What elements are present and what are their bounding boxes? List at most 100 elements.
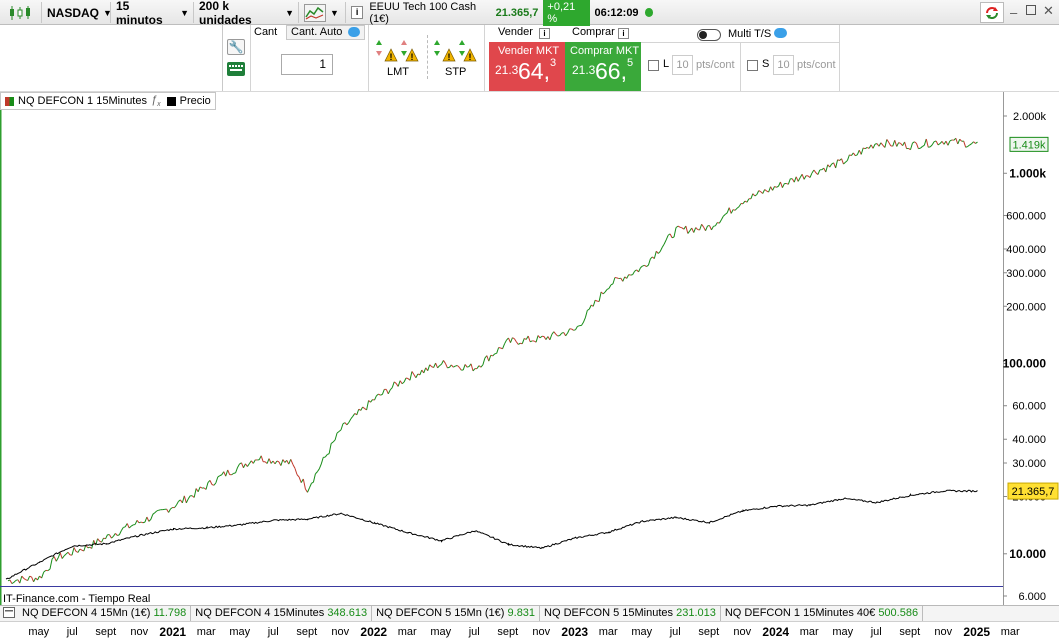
info-icon[interactable]: i xyxy=(351,6,364,19)
x-axis[interactable]: may jul sept nov 2021 mar may jul sept nov 2022 mar… xyxy=(0,623,1059,641)
equity-segment xyxy=(37,575,40,581)
equity-segment xyxy=(276,460,280,463)
info-icon[interactable]: i xyxy=(618,28,629,39)
equity-segment xyxy=(856,150,860,156)
equity-segment xyxy=(878,142,882,147)
wrench-icon[interactable]: 🔧 xyxy=(227,39,245,55)
equity-segment xyxy=(59,552,63,559)
equity-chart[interactable]: 2.000k 1.000k 600.000 400.000 300.000 200.000… xyxy=(0,92,1059,605)
stop-s-label: S xyxy=(762,58,770,70)
legend-series1-label[interactable]: NQ DEFCON 1 15Minutes xyxy=(18,95,147,107)
equity-segment xyxy=(252,459,256,464)
indicator-item[interactable]: NQ DEFCON 5 15Minutes 231.013 xyxy=(540,606,721,621)
indicator-label: NQ DEFCON 4 15Mn (1€) xyxy=(22,607,151,619)
instrument-selector[interactable]: NASDAQ ▼ xyxy=(43,2,112,23)
indicator-value: 500.586 xyxy=(878,607,919,619)
equity-segment xyxy=(29,575,32,578)
equity-segment xyxy=(973,141,976,144)
equity-segment xyxy=(817,169,821,175)
tab-cant[interactable]: Cant xyxy=(254,26,278,38)
y-tick-label: 200.000 xyxy=(1006,301,1046,313)
stop-order-icon[interactable]: ! ! xyxy=(431,39,477,63)
equity-segment xyxy=(405,377,409,380)
equity-segment xyxy=(225,469,229,477)
x-tick-label: mar xyxy=(1000,626,1020,638)
equity-segment xyxy=(610,283,614,286)
equity-segment xyxy=(563,332,567,337)
equity-segment xyxy=(524,338,527,340)
maximize-icon[interactable] xyxy=(1026,5,1036,15)
timeframe-selector[interactable]: 15 minutos ▼ xyxy=(112,0,194,27)
close-icon[interactable]: ✕ xyxy=(1043,3,1054,18)
equity-segment xyxy=(258,455,262,460)
equity-segment xyxy=(71,547,75,556)
equity-segment xyxy=(248,460,252,464)
equity-segment xyxy=(971,141,974,145)
equity-segment xyxy=(711,226,714,231)
equity-segment xyxy=(199,486,203,489)
indicator-label: NQ DEFCON 4 15Minutes xyxy=(195,607,325,619)
equity-segment xyxy=(850,152,854,156)
equity-segment xyxy=(109,534,112,539)
minimize-icon[interactable]: – xyxy=(1010,5,1018,20)
keyboard-icon[interactable] xyxy=(227,62,245,76)
panel-toggle-icon[interactable] xyxy=(0,606,18,621)
equity-segment xyxy=(734,207,738,211)
equity-segment xyxy=(543,336,547,340)
chat-bubble-icon[interactable] xyxy=(774,28,787,38)
function-icon[interactable]: ƒx xyxy=(150,93,161,109)
equity-segment xyxy=(518,342,521,345)
order-panel: 🔧 Cant Cant. Auto 1 ! ! LMT ! ! STP Vend… xyxy=(222,25,840,91)
equity-segment xyxy=(419,369,423,376)
equity-segment xyxy=(128,525,132,529)
indicator-item[interactable]: NQ DEFCON 5 15Mn (1€) 9.831 xyxy=(372,606,541,621)
indicator-item[interactable]: NQ DEFCON 4 15Mn (1€) 11.798 xyxy=(18,606,192,621)
multi-ts-toggle[interactable] xyxy=(697,29,721,41)
stop-l-checkbox[interactable] xyxy=(648,60,659,71)
equity-segment xyxy=(864,147,868,150)
y-tick-label: 6.000 xyxy=(1018,591,1046,603)
info-icon[interactable]: i xyxy=(539,28,550,39)
chart-type-selector[interactable]: ▼ xyxy=(300,2,346,23)
equity-segment xyxy=(860,147,864,155)
chevron-down-icon: ▼ xyxy=(180,7,189,18)
equity-segment xyxy=(278,461,282,466)
equity-segment xyxy=(350,416,354,420)
equity-segment xyxy=(245,463,248,467)
equity-segment xyxy=(53,556,57,562)
units-selector[interactable]: 200 k unidades ▼ xyxy=(195,0,299,27)
equity-segment xyxy=(515,341,519,345)
equity-segment xyxy=(876,143,880,147)
sell-market-button[interactable]: Vender MKT 21.3 64, 3 xyxy=(489,42,565,91)
buy-market-button[interactable]: Comprar MKT 21.3 66, 5 xyxy=(565,42,641,91)
stop-s-checkbox[interactable] xyxy=(747,60,758,71)
equity-segment xyxy=(43,569,47,573)
equity-segment xyxy=(328,443,332,454)
quantity-input[interactable]: 1 xyxy=(281,54,333,75)
equity-segment xyxy=(756,190,760,195)
y-tick-label: 300.000 xyxy=(1006,268,1046,280)
stop-s-input[interactable]: 10 xyxy=(773,55,794,75)
candlestick-icon[interactable] xyxy=(2,2,42,23)
equity-segment xyxy=(580,322,584,326)
equity-segment xyxy=(553,331,557,335)
equity-segment xyxy=(403,377,407,383)
equity-segment xyxy=(791,178,795,183)
equity-segment xyxy=(527,335,531,342)
equity-segment xyxy=(318,463,322,470)
equity-segment xyxy=(561,332,564,334)
equity-segment xyxy=(638,267,641,273)
limit-order-icon[interactable]: ! ! xyxy=(373,39,419,63)
equity-segment xyxy=(714,222,718,227)
equity-segment xyxy=(378,393,381,396)
sync-icon[interactable] xyxy=(980,2,1004,23)
chat-bubble-icon[interactable] xyxy=(348,27,361,38)
indicator-item[interactable]: NQ DEFCON 1 15Minutes 40€ 500.586 xyxy=(721,606,924,621)
equity-segment xyxy=(620,277,624,282)
order-divider xyxy=(427,35,428,79)
tab-cant-auto[interactable]: Cant. Auto xyxy=(286,25,366,40)
stop-l-input[interactable]: 10 xyxy=(672,55,693,75)
equity-segment xyxy=(602,291,606,295)
legend-series2-label[interactable]: Precio xyxy=(179,95,211,107)
indicator-item[interactable]: NQ DEFCON 4 15Minutes 348.613 xyxy=(191,606,373,621)
